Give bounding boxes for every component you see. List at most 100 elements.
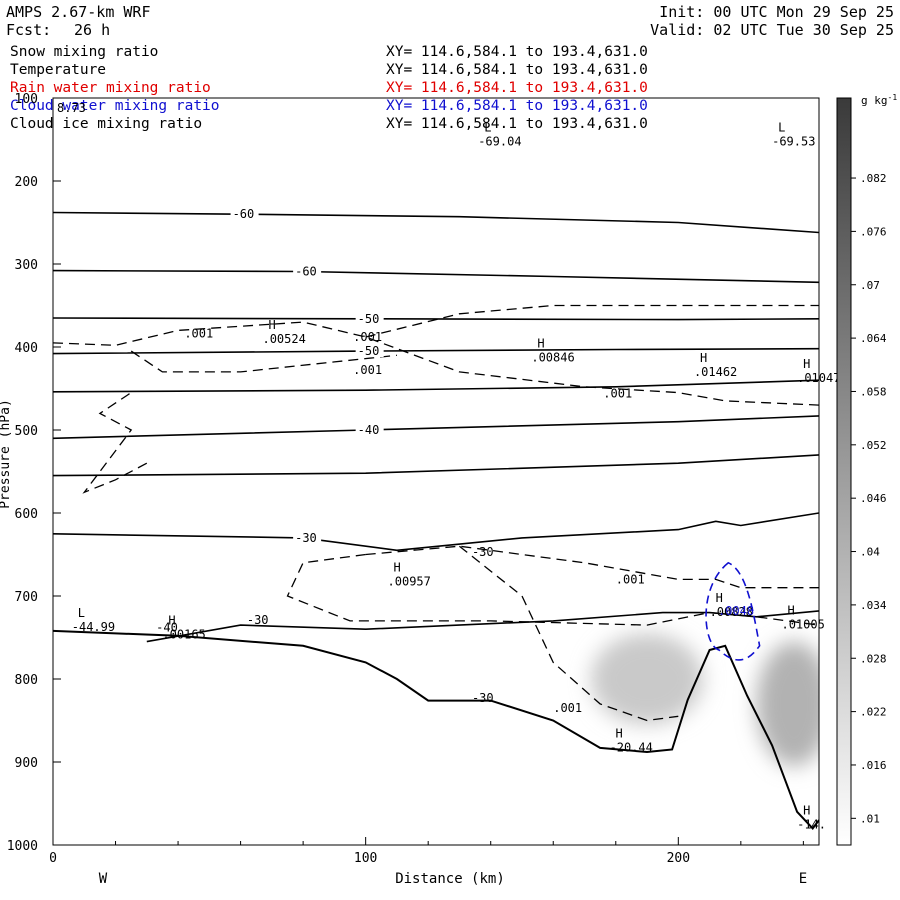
temperature-contour-label-3: -50 xyxy=(358,344,380,358)
y-tick-label-6: 700 xyxy=(15,590,38,605)
temperature-contour-2 xyxy=(53,317,819,321)
extremum-value-5: .01047 xyxy=(797,371,840,385)
extremum-marker-1: L xyxy=(778,121,785,135)
colorbar-tick-label-5: .04 xyxy=(860,546,880,559)
temperature-contour-8 xyxy=(146,610,819,643)
extremum-marker-6: H xyxy=(394,560,401,574)
temperature-contour-3 xyxy=(53,347,819,355)
temperature-contour-label-bg-1 xyxy=(293,264,322,278)
extremum-value-0: -69.04 xyxy=(478,135,521,149)
extremum-value-2: .00524 xyxy=(262,332,305,346)
cloud-ice-contour-2 xyxy=(365,304,819,338)
temperature-contour-5 xyxy=(53,415,819,440)
field-xy-cloud-ice: XY= 114.6,584.1 to 193.4,631.0 xyxy=(386,116,648,132)
colorbar-tick-label-4: .034 xyxy=(860,599,887,612)
colorbar-tick-label-6: .046 xyxy=(860,492,887,505)
field-name-temperature: Temperature xyxy=(10,62,107,78)
y-axis-label: Pressure (hPa) xyxy=(0,399,13,509)
y-tick-label-8: 900 xyxy=(15,756,38,771)
x-axis-label: Distance (km) xyxy=(395,871,505,887)
colorbar-tick-label-11: .076 xyxy=(860,225,887,238)
x-tick-label-0: 0 xyxy=(49,851,57,866)
colorbar-tick-label-2: .022 xyxy=(860,706,887,719)
y-tick-label-5: 600 xyxy=(15,507,38,522)
extremum-marker-7: H xyxy=(168,614,175,628)
field-xy-temperature: XY= 114.6,584.1 to 193.4,631.0 xyxy=(386,62,648,78)
x-tick-label-1: 100 xyxy=(354,851,377,866)
temperature-contour-6 xyxy=(53,454,819,477)
temperature-contour-label-bg-2 xyxy=(355,311,384,325)
field-xy-rain: XY= 114.6,584.1 to 193.4,631.0 xyxy=(386,80,648,96)
temperature-contour-label-0: -60 xyxy=(233,207,255,221)
contour-label-9: .001 xyxy=(553,701,582,715)
extremum-marker-12: L xyxy=(78,606,85,620)
y-tick-label-7: 800 xyxy=(15,673,38,688)
field-name-cloud-ice: Cloud ice mixing ratio xyxy=(10,116,203,132)
snow-shading-1 xyxy=(756,641,819,767)
extremum-marker-2: H xyxy=(268,318,275,332)
extremum-value-4: .01462 xyxy=(694,365,737,379)
temperature-contour-label-5: -40 xyxy=(358,423,380,437)
extremum-marker-8: H xyxy=(716,591,723,605)
colorbar-tick-label-7: .052 xyxy=(860,439,887,452)
extremum-value-6: .00957 xyxy=(388,574,431,588)
cloud-ice-contour-1 xyxy=(130,350,397,373)
cloud-ice-contour-5 xyxy=(365,545,819,589)
extremum-marker-9: H xyxy=(787,604,794,618)
colorbar-tick-label-9: .064 xyxy=(860,332,887,345)
contour-label-4: .001 xyxy=(184,327,213,341)
west-label: W xyxy=(99,871,108,887)
valid-time: Valid: 02 UTC Tue 30 Sep 25 xyxy=(650,21,894,39)
temperature-contour-label-bg-5 xyxy=(355,423,384,436)
colorbar-unit: g kg-1 xyxy=(861,93,897,107)
y-tick-label-2: 300 xyxy=(15,258,38,273)
model-title: AMPS 2.67-km WRF xyxy=(6,3,151,21)
temperature-contour-label-2: -50 xyxy=(358,312,380,326)
terrain-contour xyxy=(53,629,819,830)
east-label: E xyxy=(799,871,807,887)
x-tick-label-2: 200 xyxy=(667,851,690,866)
temperature-contour-label-bg-3 xyxy=(355,344,384,358)
forecast-hours: 26 h xyxy=(74,21,111,39)
colorbar-tick-label-10: .07 xyxy=(860,279,880,292)
contour-label-0: -40 xyxy=(156,621,178,635)
cloud-water-contour xyxy=(705,561,761,661)
field-xy-snow: XY= 114.6,584.1 to 193.4,631.0 xyxy=(386,44,648,60)
temperature-contour-4 xyxy=(53,379,819,393)
temperature-contour-7 xyxy=(53,512,819,552)
colorbar-tick-label-1: .016 xyxy=(860,759,887,772)
field-name-cloud-water: Cloud water mixing ratio xyxy=(10,98,220,114)
y-tick-label-1: 200 xyxy=(15,175,38,190)
field-name-rain: Rain water mixing ratio xyxy=(10,80,211,96)
snow-shading-0 xyxy=(590,633,704,725)
contour-label-1: -30 xyxy=(247,613,269,627)
extremum-value-12: -44.99 xyxy=(72,620,115,634)
colorbar-tick-label-8: .058 xyxy=(860,385,887,398)
colorbar-tick-label-3: .028 xyxy=(860,652,887,665)
field-name-snow: Snow mixing ratio xyxy=(10,44,159,60)
extremum-value-11: -14. xyxy=(797,818,826,832)
temperature-contour-label-bg-0 xyxy=(230,207,259,221)
y-tick-label-9: 1000 xyxy=(7,839,38,854)
extremum-value-3: .00846 xyxy=(531,350,574,364)
cloud-ice-contour-3 xyxy=(82,392,148,494)
cloud-ice-contour-0 xyxy=(53,321,819,406)
extremum-marker-10: H xyxy=(616,726,623,740)
y-tick-label-4: 500 xyxy=(15,424,38,439)
temperature-contour-1 xyxy=(53,269,819,284)
cloud-water-label: .0048 xyxy=(718,604,754,618)
colorbar xyxy=(836,97,852,846)
extremum-marker-3: H xyxy=(537,336,544,350)
extremum-value-7: .00165 xyxy=(162,628,205,642)
plot-frame xyxy=(52,97,820,846)
contour-label-5: .001 xyxy=(353,330,382,344)
contour-label-2: -30 xyxy=(472,545,494,559)
temperature-contour-label-7: -30 xyxy=(295,531,317,545)
init-time: Init: 00 UTC Mon 29 Sep 25 xyxy=(659,3,894,21)
extremum-marker-5: H xyxy=(803,357,810,371)
extremum-value-1: -69.53 xyxy=(772,135,815,149)
extremum-value-9: .01005 xyxy=(781,618,824,632)
cloud-ice-contour-6 xyxy=(458,545,679,722)
contour-label-8: .001 xyxy=(616,572,645,586)
